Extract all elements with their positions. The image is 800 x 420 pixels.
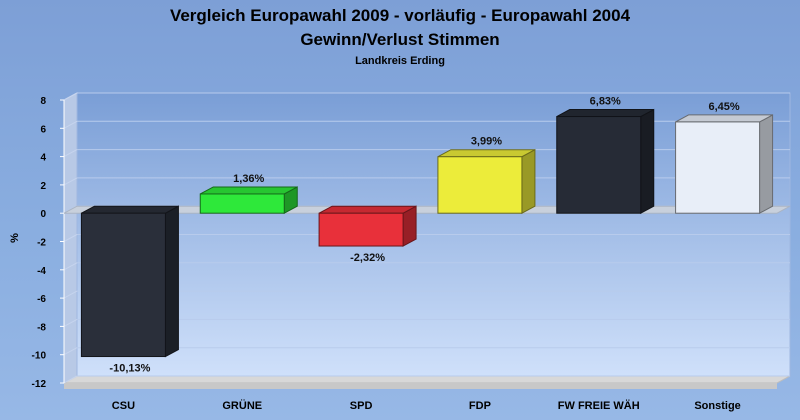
grid-line-wall — [63, 177, 78, 186]
value-label: 6,83% — [590, 96, 621, 108]
y-tick-label: 4 — [40, 153, 46, 164]
category-labels: CSU GRÜNE SPD FDP FW FREIE WÄH Sonstige — [112, 399, 741, 412]
chart-title: Vergleich Europawahl 2009 - vorläufig - … — [170, 6, 631, 25]
grid-lines — [63, 92, 790, 384]
y-tick-label: -8 — [37, 322, 46, 333]
bar-side — [640, 108, 655, 215]
bar-front — [199, 193, 285, 214]
value-label: 6,45% — [708, 101, 739, 113]
value-label: -10,13% — [109, 363, 150, 375]
plot-floor-edge — [64, 383, 777, 389]
bar-side — [521, 148, 536, 215]
grid-line-wall — [63, 120, 78, 129]
y-tick-label: 0 — [40, 209, 46, 220]
category-label: GRÜNE — [222, 399, 262, 412]
bars — [80, 108, 774, 358]
bar-top — [675, 114, 773, 123]
chart-subtitle: Gewinn/Verlust Stimmen — [300, 30, 499, 49]
bar-front — [318, 212, 404, 247]
grid-line-wall — [63, 234, 78, 242]
bar-side — [164, 205, 179, 358]
y-tick-label: -2 — [37, 238, 46, 249]
y-tick-label: 2 — [40, 181, 46, 192]
y-tick-label: 6 — [40, 124, 46, 135]
value-label: 1,36% — [233, 173, 264, 185]
bar-grüne — [199, 186, 298, 215]
bar-front — [437, 156, 523, 214]
category-label: CSU — [112, 400, 135, 412]
bar-sonstige — [675, 114, 774, 215]
y-tick-label: -4 — [37, 266, 46, 277]
y-tick-label: 8 — [40, 96, 46, 107]
bar-front — [556, 116, 642, 214]
bar-top — [437, 149, 536, 158]
y-tick-label: -10 — [32, 351, 47, 362]
value-label: 3,99% — [471, 136, 502, 148]
grid-line-wall — [63, 290, 78, 299]
y-axis: 8 6 4 2 0 -2 -4 -6 -8 -10 -12 — [32, 96, 65, 390]
plot-floor — [63, 375, 791, 384]
bar-fw-freie-wäh — [556, 108, 655, 215]
y-tick-label: -12 — [32, 379, 47, 390]
grid-line-wall — [63, 92, 78, 101]
bar-side — [759, 114, 774, 215]
grid-line-wall — [63, 262, 78, 271]
value-labels: -10,13% 1,36% -2,32% 3,99% 6,83% 6,45% — [109, 96, 739, 375]
bar-top — [556, 109, 654, 118]
bar-csu — [80, 205, 179, 358]
bar-top — [81, 205, 179, 214]
bar-top — [200, 186, 298, 195]
value-label: -2,32% — [350, 252, 385, 264]
grid-line-wall — [63, 347, 78, 356]
grid-line-wall — [63, 149, 78, 158]
category-label: FDP — [469, 400, 491, 412]
category-label: SPD — [350, 400, 373, 412]
bar-front — [80, 212, 166, 358]
category-label: FW FREIE WÄH — [558, 399, 640, 412]
bar-top — [318, 205, 417, 214]
grid-line-wall — [63, 318, 78, 327]
bar-front — [675, 121, 761, 214]
bar-spd — [318, 205, 417, 247]
chart-region: Landkreis Erding — [355, 55, 445, 67]
y-tick-label: -6 — [37, 294, 46, 305]
y-axis-label: % — [9, 233, 21, 243]
grid-line-wall — [63, 375, 78, 384]
bar-fdp — [437, 148, 536, 215]
category-label: Sonstige — [694, 400, 740, 412]
